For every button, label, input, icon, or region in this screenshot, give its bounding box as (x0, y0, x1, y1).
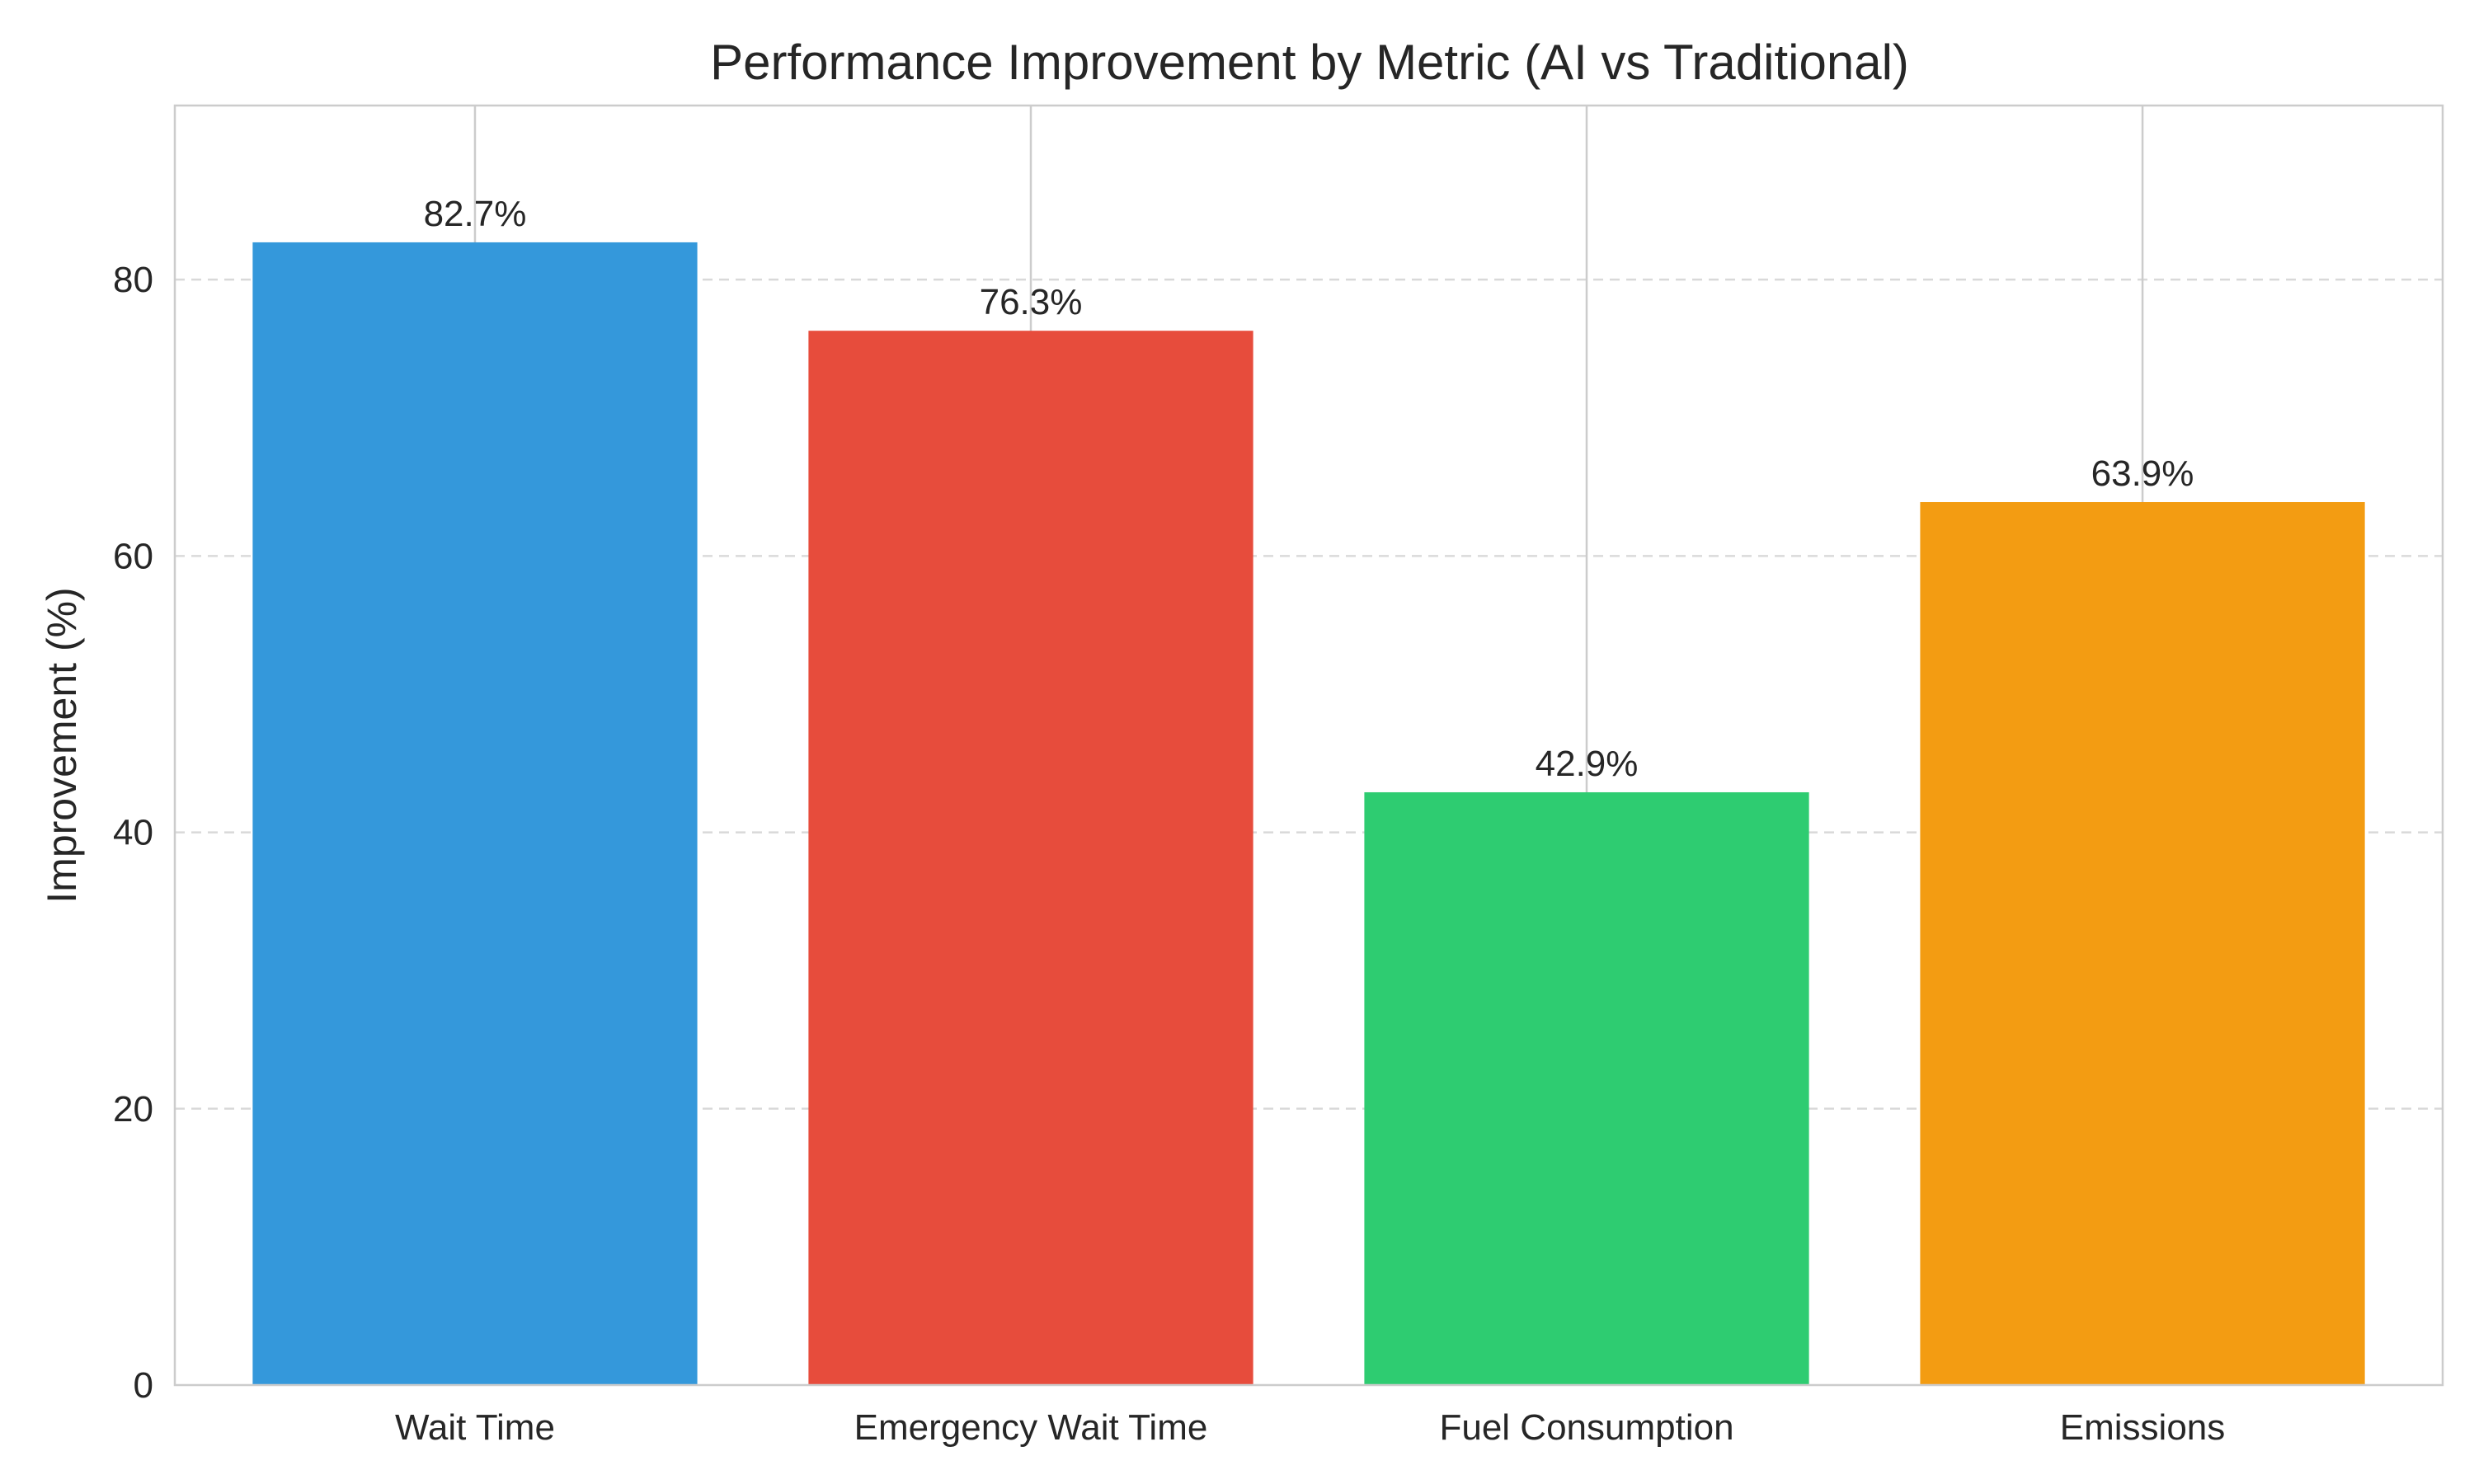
bar (252, 242, 698, 1386)
y-axis-ticks: 0 20 40 60 80 (113, 260, 153, 1406)
chart-title: Performance Improvement by Metric (AI vs… (710, 35, 1909, 90)
bar-value-label: 76.3% (980, 282, 1083, 322)
x-tick-label: Emergency Wait Time (854, 1407, 1208, 1448)
bar-value-label: 82.7% (424, 194, 527, 234)
bars (252, 242, 2365, 1386)
bar-value-labels: 82.7% 76.3% 42.9% 63.9% (424, 194, 2194, 784)
y-tick-label: 80 (113, 260, 153, 300)
y-tick-label: 40 (113, 813, 153, 853)
bar-value-label: 63.9% (2091, 453, 2194, 494)
bar (1364, 791, 1809, 1385)
y-axis-label: Improvement (%) (39, 587, 85, 903)
bar (1920, 502, 2365, 1385)
plot-frame (173, 104, 2444, 1387)
y-tick-label: 0 (134, 1365, 153, 1406)
x-axis-ticks: Wait Time Emergency Wait Time Fuel Consump… (395, 1407, 2225, 1448)
x-tick-label: Wait Time (395, 1407, 555, 1448)
x-tick-label: Emissions (2060, 1407, 2226, 1448)
y-tick-label: 20 (113, 1089, 153, 1129)
bar (808, 331, 1253, 1385)
plot-area: 82.7% 76.3% 42.9% 63.9% (173, 104, 2444, 1387)
bar-value-label: 42.9% (1536, 744, 1639, 784)
x-tick-label: Fuel Consumption (1439, 1407, 1733, 1448)
y-tick-label: 60 (113, 536, 153, 576)
